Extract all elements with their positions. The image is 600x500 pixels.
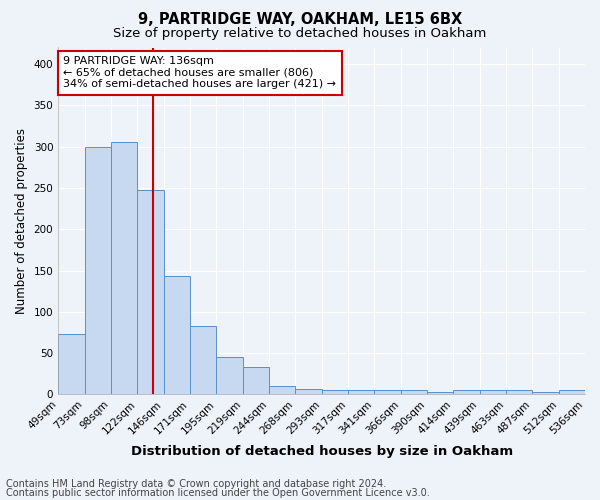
Bar (532, 392, 559, 394)
Bar (348, 390, 374, 394)
Bar (269, 386, 295, 394)
Bar (295, 388, 322, 394)
Bar (85, 146, 111, 394)
Bar (479, 390, 506, 394)
Bar (322, 390, 348, 394)
Text: Contains HM Land Registry data © Crown copyright and database right 2024.: Contains HM Land Registry data © Crown c… (6, 479, 386, 489)
Text: Contains public sector information licensed under the Open Government Licence v3: Contains public sector information licen… (6, 488, 430, 498)
Bar (111, 142, 137, 394)
Bar (453, 390, 479, 394)
Bar (506, 390, 532, 394)
Bar (427, 392, 453, 394)
Bar (559, 390, 585, 394)
Bar (190, 326, 216, 394)
Text: Size of property relative to detached houses in Oakham: Size of property relative to detached ho… (113, 28, 487, 40)
X-axis label: Distribution of detached houses by size in Oakham: Distribution of detached houses by size … (131, 444, 512, 458)
Bar (137, 190, 164, 394)
Bar (58, 334, 85, 394)
Bar (216, 358, 242, 395)
Bar (242, 367, 269, 394)
Bar (401, 390, 427, 394)
Bar (374, 390, 401, 394)
Text: 9 PARTRIDGE WAY: 136sqm
← 65% of detached houses are smaller (806)
34% of semi-d: 9 PARTRIDGE WAY: 136sqm ← 65% of detache… (64, 56, 337, 90)
Y-axis label: Number of detached properties: Number of detached properties (15, 128, 28, 314)
Bar (164, 276, 190, 394)
Text: 9, PARTRIDGE WAY, OAKHAM, LE15 6BX: 9, PARTRIDGE WAY, OAKHAM, LE15 6BX (138, 12, 462, 28)
